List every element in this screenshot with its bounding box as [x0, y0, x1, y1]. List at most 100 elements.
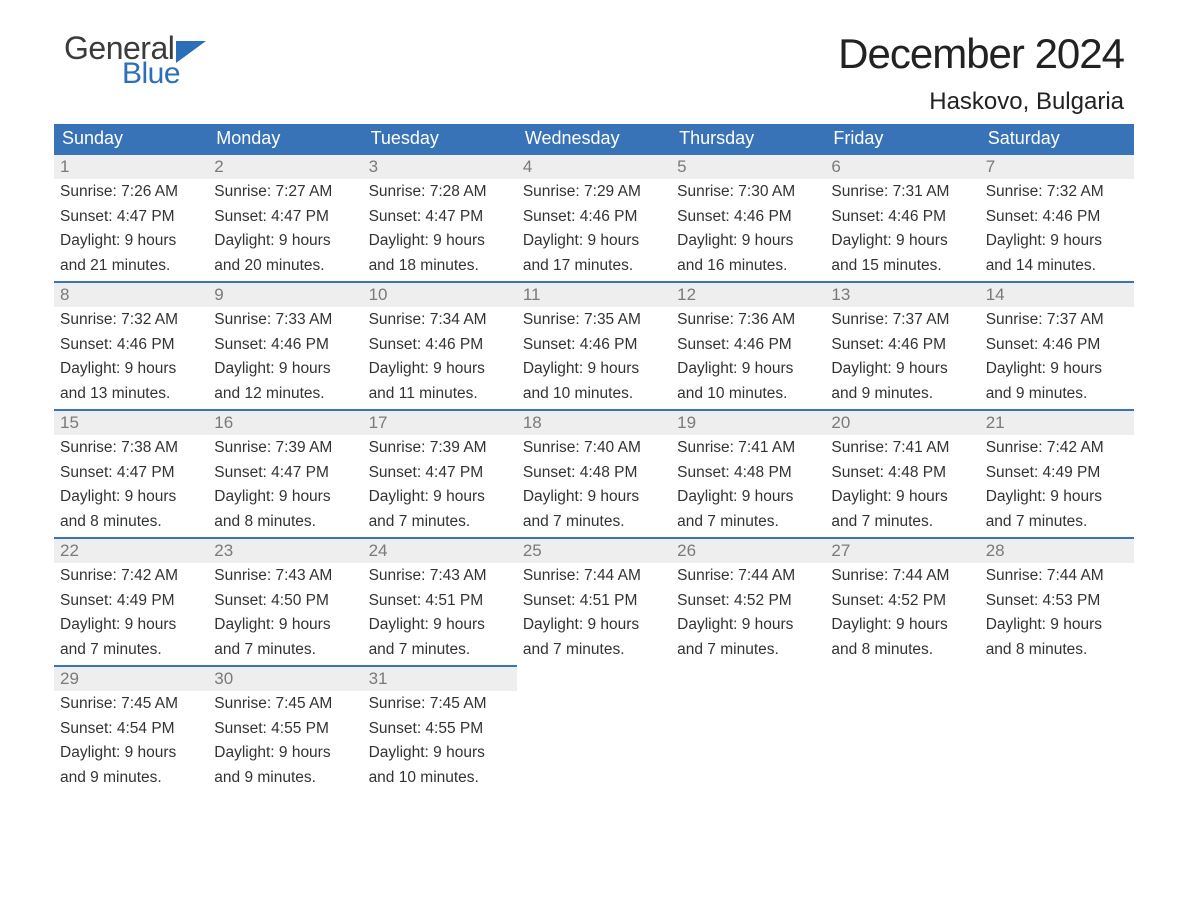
cell-inner: 24Sunrise: 7:43 AMSunset: 4:51 PMDayligh…: [363, 537, 517, 661]
day-number: 16: [208, 411, 362, 435]
day-number: 9: [208, 283, 362, 307]
col-sunday: Sunday: [54, 124, 208, 153]
d1-text: Daylight: 9 hours: [980, 228, 1134, 252]
sunset-text: Sunset: 4:47 PM: [363, 460, 517, 484]
d1-text: Daylight: 9 hours: [54, 740, 208, 764]
d2-text: and 17 minutes.: [517, 253, 671, 277]
d1-text: Daylight: 9 hours: [363, 228, 517, 252]
sunrise-text: Sunrise: 7:43 AM: [363, 563, 517, 587]
day-number: 5: [671, 155, 825, 179]
calendar-cell: 15Sunrise: 7:38 AMSunset: 4:47 PMDayligh…: [54, 409, 208, 537]
d1-text: Daylight: 9 hours: [208, 356, 362, 380]
calendar-cell: 30Sunrise: 7:45 AMSunset: 4:55 PMDayligh…: [208, 665, 362, 793]
d2-text: and 7 minutes.: [363, 509, 517, 533]
cell-inner: 21Sunrise: 7:42 AMSunset: 4:49 PMDayligh…: [980, 409, 1134, 533]
d2-text: and 7 minutes.: [671, 637, 825, 661]
sunrise-text: Sunrise: 7:45 AM: [208, 691, 362, 715]
cell-inner: 17Sunrise: 7:39 AMSunset: 4:47 PMDayligh…: [363, 409, 517, 533]
d1-text: Daylight: 9 hours: [980, 612, 1134, 636]
sunset-text: Sunset: 4:50 PM: [208, 588, 362, 612]
calendar-cell: 17Sunrise: 7:39 AMSunset: 4:47 PMDayligh…: [363, 409, 517, 537]
d2-text: and 10 minutes.: [363, 765, 517, 789]
d1-text: Daylight: 9 hours: [363, 740, 517, 764]
sunrise-text: Sunrise: 7:40 AM: [517, 435, 671, 459]
page-title: December 2024: [838, 30, 1124, 78]
cell-inner: 1Sunrise: 7:26 AMSunset: 4:47 PMDaylight…: [54, 153, 208, 277]
d2-text: and 8 minutes.: [54, 509, 208, 533]
sunset-text: Sunset: 4:47 PM: [208, 460, 362, 484]
cell-inner: 14Sunrise: 7:37 AMSunset: 4:46 PMDayligh…: [980, 281, 1134, 405]
d2-text: and 8 minutes.: [825, 637, 979, 661]
sunset-text: Sunset: 4:52 PM: [825, 588, 979, 612]
d1-text: Daylight: 9 hours: [825, 484, 979, 508]
sunrise-text: Sunrise: 7:38 AM: [54, 435, 208, 459]
col-monday: Monday: [208, 124, 362, 153]
day-number: 6: [825, 155, 979, 179]
sunset-text: Sunset: 4:48 PM: [517, 460, 671, 484]
day-number: 14: [980, 283, 1134, 307]
sunrise-text: Sunrise: 7:43 AM: [208, 563, 362, 587]
sunset-text: Sunset: 4:52 PM: [671, 588, 825, 612]
sunrise-text: Sunrise: 7:34 AM: [363, 307, 517, 331]
sunrise-text: Sunrise: 7:42 AM: [54, 563, 208, 587]
d2-text: and 9 minutes.: [54, 765, 208, 789]
calendar-cell: 25Sunrise: 7:44 AMSunset: 4:51 PMDayligh…: [517, 537, 671, 665]
d2-text: and 7 minutes.: [825, 509, 979, 533]
sunset-text: Sunset: 4:48 PM: [825, 460, 979, 484]
d1-text: Daylight: 9 hours: [208, 228, 362, 252]
col-thursday: Thursday: [671, 124, 825, 153]
cell-inner: 19Sunrise: 7:41 AMSunset: 4:48 PMDayligh…: [671, 409, 825, 533]
sunrise-text: Sunrise: 7:44 AM: [671, 563, 825, 587]
d1-text: Daylight: 9 hours: [54, 228, 208, 252]
d2-text: and 15 minutes.: [825, 253, 979, 277]
calendar-cell: 6Sunrise: 7:31 AMSunset: 4:46 PMDaylight…: [825, 153, 979, 281]
sunrise-text: Sunrise: 7:33 AM: [208, 307, 362, 331]
d2-text: and 7 minutes.: [517, 637, 671, 661]
d2-text: and 7 minutes.: [980, 509, 1134, 533]
sunrise-text: Sunrise: 7:39 AM: [363, 435, 517, 459]
sunrise-text: Sunrise: 7:37 AM: [825, 307, 979, 331]
sunset-text: Sunset: 4:46 PM: [825, 332, 979, 356]
d2-text: and 7 minutes.: [671, 509, 825, 533]
d1-text: Daylight: 9 hours: [825, 612, 979, 636]
calendar-head: Sunday Monday Tuesday Wednesday Thursday…: [54, 124, 1134, 153]
day-number: 17: [363, 411, 517, 435]
calendar-cell: 4Sunrise: 7:29 AMSunset: 4:46 PMDaylight…: [517, 153, 671, 281]
col-saturday: Saturday: [980, 124, 1134, 153]
d1-text: Daylight: 9 hours: [54, 356, 208, 380]
page-subtitle: Haskovo, Bulgaria: [838, 88, 1124, 116]
d2-text: and 20 minutes.: [208, 253, 362, 277]
col-friday: Friday: [825, 124, 979, 153]
sunrise-text: Sunrise: 7:32 AM: [54, 307, 208, 331]
cell-inner: 9Sunrise: 7:33 AMSunset: 4:46 PMDaylight…: [208, 281, 362, 405]
d2-text: and 16 minutes.: [671, 253, 825, 277]
sunset-text: Sunset: 4:51 PM: [517, 588, 671, 612]
d2-text: and 14 minutes.: [980, 253, 1134, 277]
sunset-text: Sunset: 4:47 PM: [208, 204, 362, 228]
day-number: 19: [671, 411, 825, 435]
day-number: 21: [980, 411, 1134, 435]
cell-inner: 29Sunrise: 7:45 AMSunset: 4:54 PMDayligh…: [54, 665, 208, 789]
d1-text: Daylight: 9 hours: [208, 484, 362, 508]
d1-text: Daylight: 9 hours: [54, 484, 208, 508]
d1-text: Daylight: 9 hours: [671, 356, 825, 380]
calendar-cell: 1Sunrise: 7:26 AMSunset: 4:47 PMDaylight…: [54, 153, 208, 281]
sunset-text: Sunset: 4:46 PM: [980, 332, 1134, 356]
calendar-cell: 27Sunrise: 7:44 AMSunset: 4:52 PMDayligh…: [825, 537, 979, 665]
calendar-body: 1Sunrise: 7:26 AMSunset: 4:47 PMDaylight…: [54, 153, 1134, 793]
calendar-cell: 16Sunrise: 7:39 AMSunset: 4:47 PMDayligh…: [208, 409, 362, 537]
cell-inner: 4Sunrise: 7:29 AMSunset: 4:46 PMDaylight…: [517, 153, 671, 277]
calendar-cell: 7Sunrise: 7:32 AMSunset: 4:46 PMDaylight…: [980, 153, 1134, 281]
calendar-cell: 12Sunrise: 7:36 AMSunset: 4:46 PMDayligh…: [671, 281, 825, 409]
day-number: 18: [517, 411, 671, 435]
d2-text: and 12 minutes.: [208, 381, 362, 405]
d1-text: Daylight: 9 hours: [517, 612, 671, 636]
sunrise-text: Sunrise: 7:45 AM: [54, 691, 208, 715]
sunset-text: Sunset: 4:46 PM: [825, 204, 979, 228]
day-number: 2: [208, 155, 362, 179]
d1-text: Daylight: 9 hours: [671, 484, 825, 508]
sunset-text: Sunset: 4:46 PM: [517, 204, 671, 228]
sunrise-text: Sunrise: 7:28 AM: [363, 179, 517, 203]
sunrise-text: Sunrise: 7:26 AM: [54, 179, 208, 203]
calendar-cell: 22Sunrise: 7:42 AMSunset: 4:49 PMDayligh…: [54, 537, 208, 665]
